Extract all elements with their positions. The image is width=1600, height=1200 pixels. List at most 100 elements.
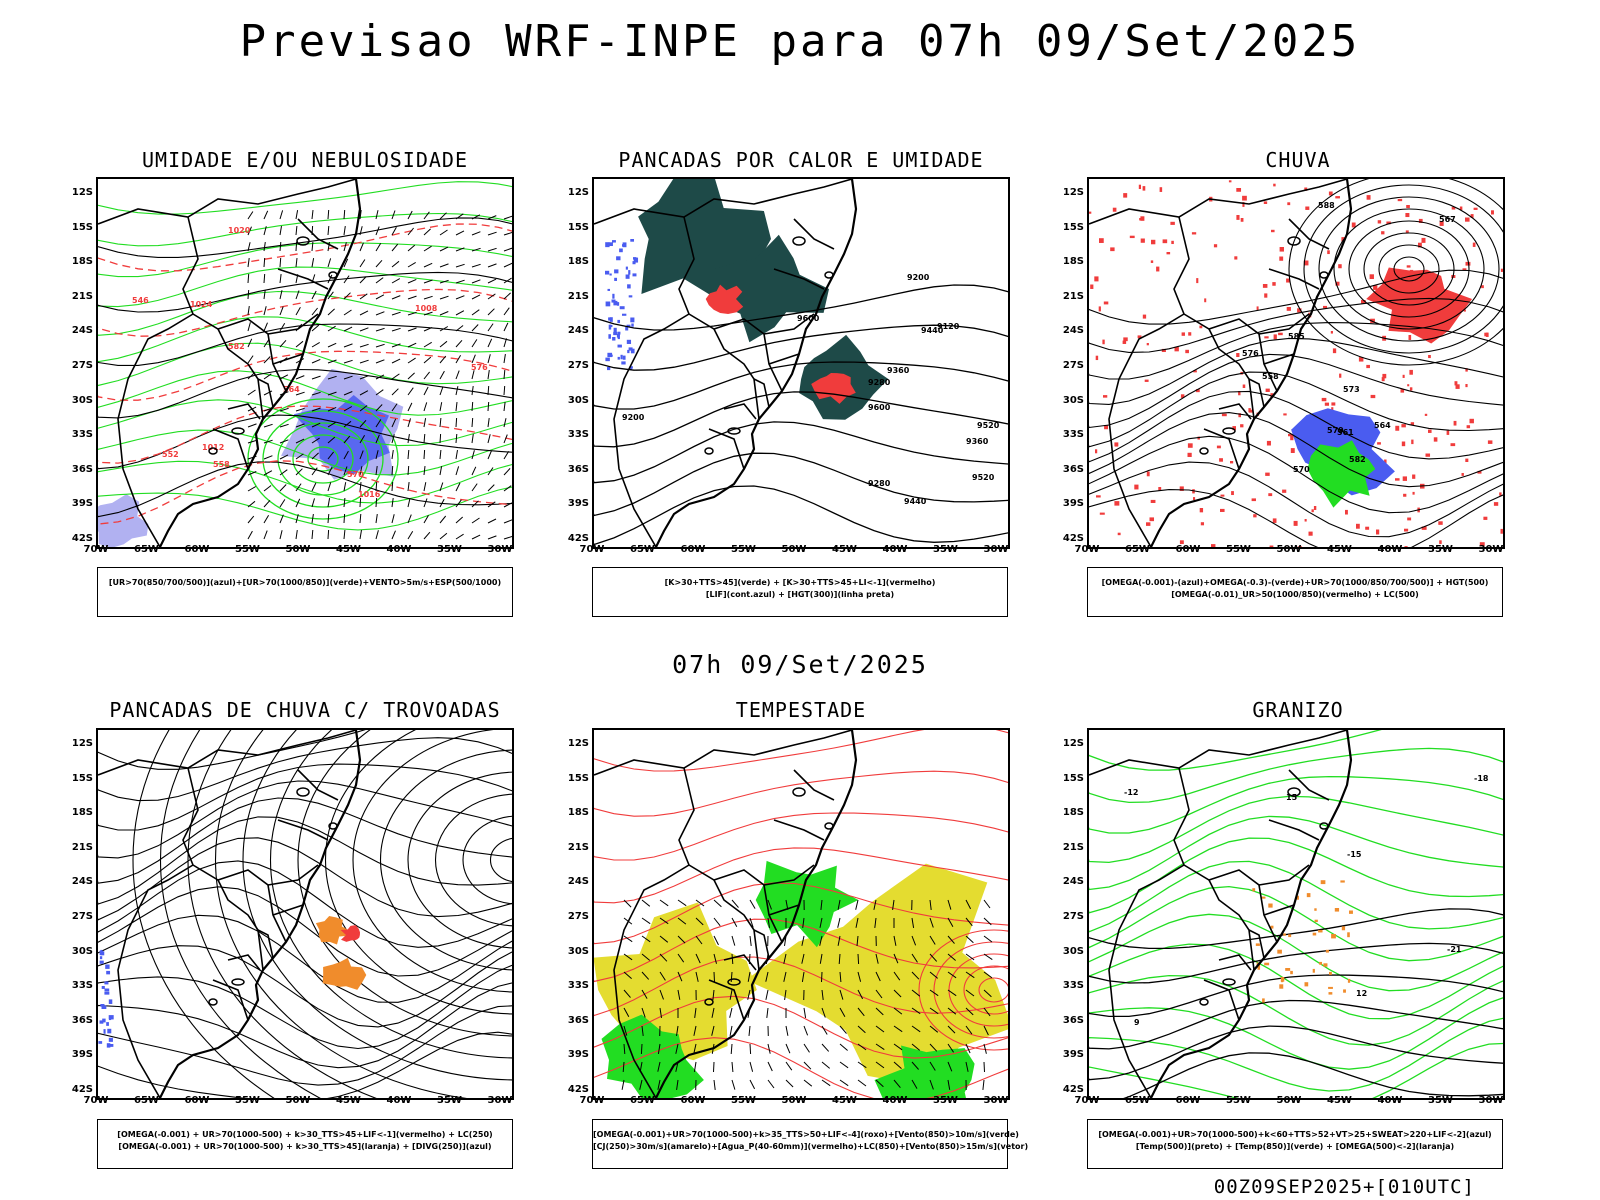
rain-area-red — [1293, 520, 1298, 526]
lon-tick-label: 65W — [630, 1095, 655, 1106]
wind-vector — [423, 326, 433, 332]
rain-area-red — [1251, 498, 1256, 502]
contour-label: 9280 — [868, 378, 891, 387]
streamline — [489, 837, 512, 883]
wind-vector — [503, 322, 509, 332]
wind-vector — [487, 323, 494, 332]
wind-vector — [821, 971, 823, 983]
wind-vector — [391, 388, 399, 396]
contour-label: 588 — [1318, 201, 1335, 210]
state-border — [773, 218, 835, 290]
wind-vector — [911, 935, 917, 946]
lake — [231, 427, 245, 435]
streamline — [160, 730, 322, 1098]
wind-vector — [311, 437, 320, 444]
wind-vector — [748, 1025, 751, 1036]
rain-area-red — [1373, 285, 1378, 290]
state-border — [773, 769, 835, 841]
rain-area-red — [1138, 184, 1142, 190]
wind-vector — [839, 971, 842, 983]
wind-vector — [327, 391, 337, 396]
contour-label: 9520 — [972, 473, 995, 482]
lif-contour-blue — [633, 257, 637, 260]
wind-vector — [675, 1043, 679, 1054]
omega500-area-orange — [1312, 932, 1317, 936]
hgt500-contour — [1089, 489, 1503, 547]
wind-vector — [783, 953, 787, 964]
rain-area-red — [1146, 522, 1151, 526]
wind-vector — [359, 466, 363, 476]
lon-tick-label: 45W — [1327, 544, 1352, 555]
lat-tick-label: 18S — [567, 256, 589, 268]
rain-area-red — [1240, 218, 1244, 222]
wind-vector — [487, 518, 497, 524]
state-border — [1203, 954, 1252, 1021]
rain-area-red — [1104, 425, 1109, 430]
rain-area-red — [1188, 332, 1192, 336]
divergence-area-blue — [104, 991, 110, 995]
wind-vector — [327, 258, 332, 268]
wind-vector — [857, 1043, 867, 1051]
wind-vector — [375, 434, 380, 444]
lat-tick-label: 36S — [1062, 1014, 1084, 1026]
wind-vector — [439, 229, 448, 236]
wind-vector — [641, 899, 651, 907]
rain-area-red — [1269, 545, 1274, 547]
wind-vector — [279, 226, 282, 236]
lif-contour-blue — [616, 302, 620, 306]
state-border — [753, 929, 770, 959]
wind-vector — [439, 417, 442, 428]
state-border — [257, 378, 274, 408]
wind-vector — [471, 417, 474, 428]
wind-vector — [375, 210, 379, 220]
wind-vector — [295, 241, 298, 252]
coastline — [1150, 179, 1353, 547]
wind-vector — [623, 971, 632, 979]
rain-area-red — [1232, 426, 1237, 431]
lon-tick-label: 30W — [983, 544, 1009, 555]
wind-vector — [423, 514, 429, 524]
rain-area-red — [1096, 495, 1101, 498]
temp500-contour — [1089, 942, 1503, 984]
rain-area-red — [1439, 221, 1444, 226]
lon-tick-label: 35W — [437, 1095, 462, 1106]
wind-vector — [819, 953, 823, 964]
wind-vector — [423, 466, 426, 476]
humidity-contour-green — [98, 316, 512, 363]
lat-tick-label: 12S — [1062, 187, 1084, 198]
legend-granizo: [OMEGA(-0.001)+UR>70(1000-500)+k<60+TTS>… — [1087, 1119, 1503, 1169]
state-border — [753, 378, 770, 408]
wind-vector — [873, 899, 877, 910]
rain-area-red — [1453, 420, 1457, 426]
wind-vector — [263, 515, 270, 524]
lon-tick-label: 55W — [235, 1095, 260, 1106]
state-border — [277, 218, 339, 290]
wind-vector — [487, 308, 495, 316]
lat-tick-label: 30S — [1062, 394, 1084, 406]
wind-vector — [911, 1007, 921, 1015]
rain-area-red — [1236, 215, 1240, 220]
wind-vector — [503, 418, 507, 428]
omega500-area-orange — [1343, 989, 1346, 993]
rain-area-red — [1146, 471, 1150, 477]
lc850-contour-red — [918, 929, 1008, 1051]
state-border — [117, 313, 194, 547]
streamline — [98, 914, 512, 1003]
hgt500-contour — [1089, 371, 1503, 448]
wind-vector — [295, 438, 305, 444]
wind-vector — [676, 1079, 679, 1090]
lon-tick-label: 30W — [983, 1095, 1009, 1106]
lon-tick-label: 35W — [437, 544, 462, 555]
rain-area-red — [1144, 379, 1149, 382]
wind-vector — [623, 1025, 628, 1036]
wind-vector — [263, 439, 273, 444]
divergence-area-blue — [108, 1015, 114, 1020]
contour-label: 9280 — [868, 479, 891, 488]
wind-vector — [855, 917, 859, 928]
wind-vector — [407, 244, 416, 252]
lake — [704, 998, 714, 1006]
rain-area-red — [1242, 195, 1247, 201]
wind-vector — [247, 355, 254, 364]
hgt500-contour — [1288, 179, 1503, 366]
coastline — [159, 730, 362, 1098]
